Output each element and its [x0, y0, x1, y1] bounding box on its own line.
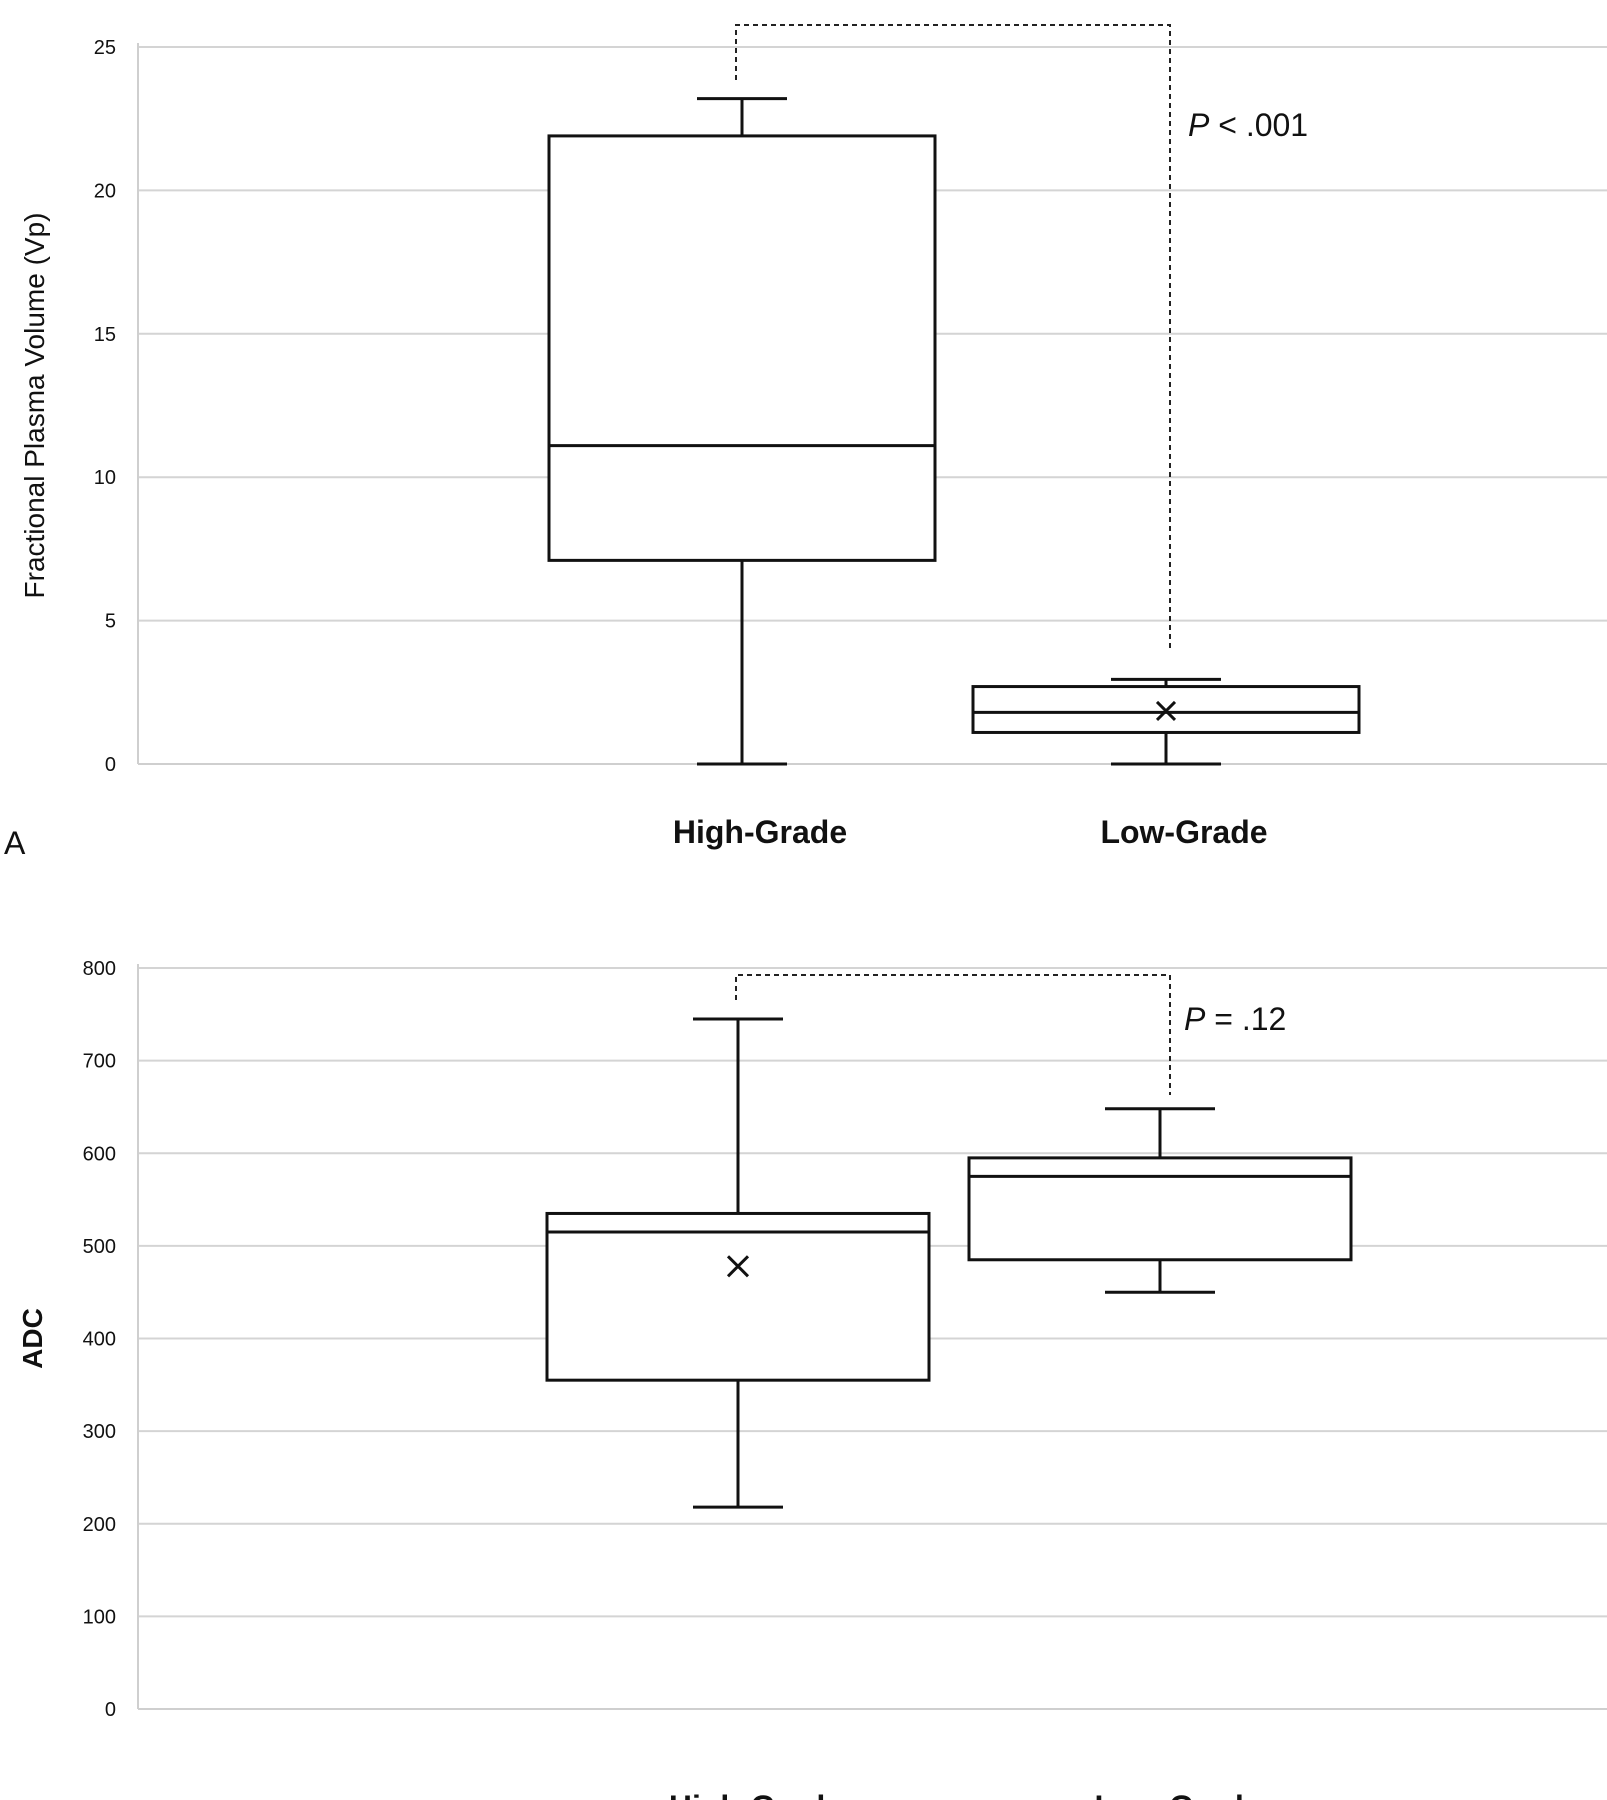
mean-marker	[1155, 700, 1177, 722]
x-category-label: Low-Grade	[1100, 814, 1267, 850]
p-symbol: P	[1188, 107, 1210, 143]
mean-marker	[726, 1255, 750, 1278]
y-tick-label: 15	[94, 324, 116, 346]
y-axis-title: Fractional Plasma Volume (Vp)	[19, 213, 50, 599]
x-category-label: High-Grade	[673, 814, 847, 850]
y-tick-label: 200	[83, 1514, 116, 1536]
y-tick-label: 400	[83, 1329, 116, 1351]
iqr-box	[967, 1156, 1353, 1262]
y-tick-label: 25	[94, 37, 116, 59]
significance-bracket	[735, 974, 1171, 1095]
box-low-grade	[971, 677, 1361, 766]
y-tick-label: 20	[94, 180, 116, 202]
p-value-text: < .001	[1209, 107, 1308, 143]
p-value-text: = .12	[1205, 1001, 1286, 1037]
iqr-box	[971, 685, 1361, 734]
significance-bracket	[735, 24, 1171, 650]
y-tick-label: 5	[105, 611, 116, 633]
x-category-label: High-Grade	[669, 1789, 843, 1800]
y-tick-label: 0	[105, 754, 116, 776]
y-tick-label: 700	[83, 1051, 116, 1073]
x-category-label: Low-Grade	[1094, 1789, 1261, 1800]
y-tick-label: 100	[83, 1606, 116, 1628]
chart-panel-b: 0 100 200 300 400 500 600 700 800 ADC P = .12 High-…	[4, 958, 1607, 1800]
y-tick-label: 600	[83, 1143, 116, 1165]
y-tick-label: 800	[83, 958, 116, 980]
y-tick-label: 500	[83, 1236, 116, 1258]
p-symbol: P	[1184, 1001, 1206, 1037]
box-high-grade	[545, 1017, 931, 1509]
box-low-grade	[967, 1107, 1353, 1294]
chart-panel-a: 0 5 10 15 20 25 Fractional Plasma Volume (Vp) P…	[4, 24, 1607, 861]
y-tick-label: 0	[105, 1699, 116, 1721]
box-high-grade	[547, 97, 937, 766]
panel-label: A	[4, 825, 26, 861]
y-tick-label: 300	[83, 1421, 116, 1443]
p-value-label: P < .001	[1188, 107, 1308, 143]
y-tick-label: 10	[94, 467, 116, 489]
p-value-label: P = .12	[1184, 1001, 1286, 1037]
iqr-box	[545, 1211, 931, 1382]
y-axis-title: ADC	[17, 1308, 48, 1369]
iqr-box	[547, 134, 937, 562]
